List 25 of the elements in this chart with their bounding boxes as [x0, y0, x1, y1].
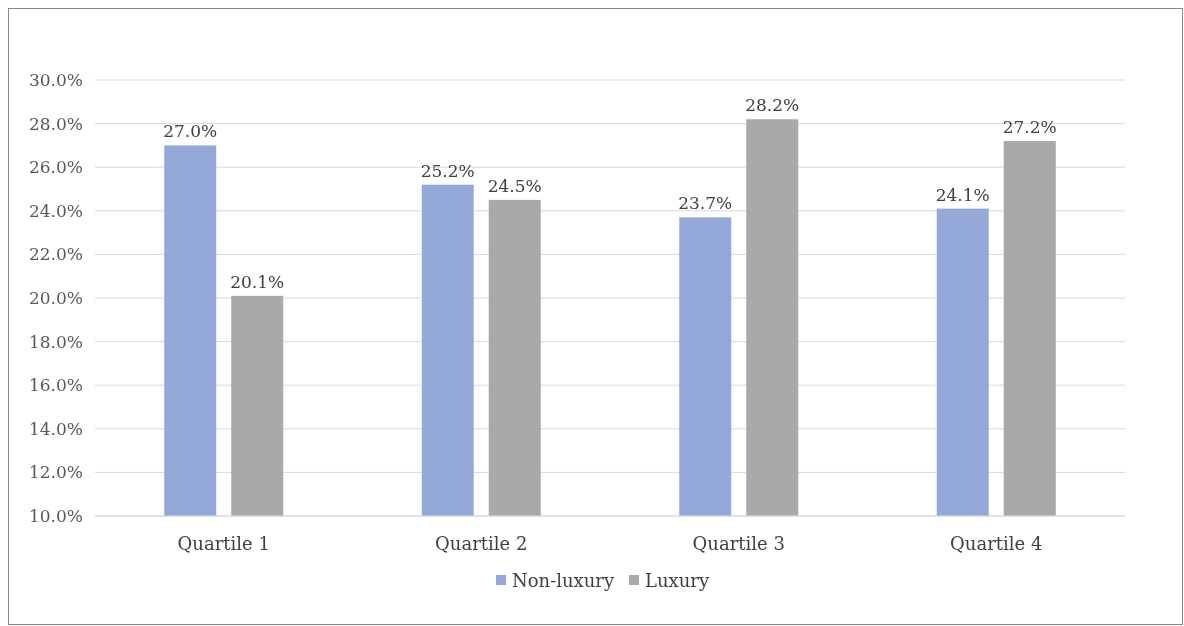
- data-label: 24.1%: [935, 184, 990, 205]
- y-tick-label: 12.0%: [28, 462, 83, 483]
- data-label: 28.2%: [745, 95, 800, 116]
- legend-label: Non-luxury: [512, 570, 615, 592]
- x-tick-label: Quartile 2: [435, 533, 528, 554]
- y-tick-label: 10.0%: [28, 505, 83, 526]
- data-label: 27.0%: [163, 121, 218, 142]
- x-tick-label: Quartile 3: [692, 533, 785, 554]
- y-tick-label: 30.0%: [28, 69, 83, 90]
- y-tick-label: 14.0%: [28, 418, 83, 439]
- x-tick-label: Quartile 1: [177, 533, 270, 554]
- y-tick-label: 24.0%: [28, 200, 83, 221]
- y-tick-label: 22.0%: [28, 244, 83, 265]
- x-tick-label: Quartile 4: [950, 533, 1043, 554]
- y-tick-label: 16.0%: [28, 375, 83, 396]
- data-label: 24.5%: [487, 175, 542, 196]
- y-tick-label: 28.0%: [28, 113, 83, 134]
- y-tick-label: 26.0%: [28, 157, 83, 178]
- data-label: 23.7%: [678, 193, 733, 214]
- data-label: 27.2%: [1002, 117, 1057, 138]
- legend-label: Luxury: [645, 570, 710, 592]
- y-tick-label: 20.0%: [28, 287, 83, 308]
- data-label: 20.1%: [230, 271, 285, 292]
- data-label: 25.2%: [420, 160, 475, 181]
- y-tick-label: 18.0%: [28, 331, 83, 352]
